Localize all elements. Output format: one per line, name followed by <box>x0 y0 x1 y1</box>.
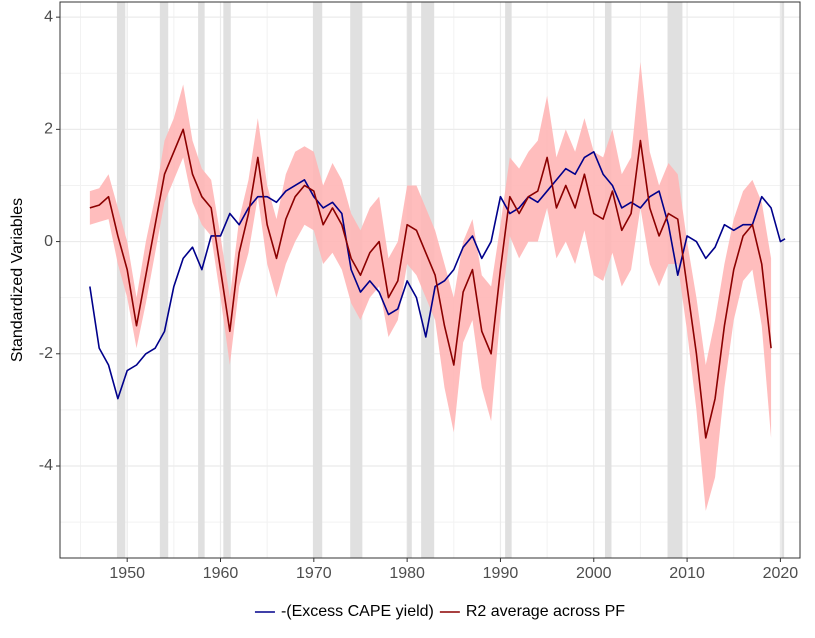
x-tick-label: 2010 <box>669 565 705 582</box>
x-tick-label: 1990 <box>483 565 519 582</box>
series-line <box>89 128 772 439</box>
panel-border <box>59 1 801 559</box>
shaded-period <box>505 2 512 558</box>
shaded-period <box>159 2 169 558</box>
legend-label: -(Excess CAPE yield) <box>281 603 434 620</box>
y-tick-label: -4 <box>39 457 53 474</box>
y-tick-label: 0 <box>44 233 53 250</box>
x-tick-label: 2000 <box>576 565 612 582</box>
shaded-period <box>407 2 412 558</box>
shaded-period <box>781 2 785 558</box>
series-line <box>89 151 786 400</box>
legend-label: R2 average across PF <box>466 603 625 620</box>
shaded-period <box>116 2 126 558</box>
y-axis-label: Standardized Variables <box>9 198 26 362</box>
shaded-period <box>312 2 323 558</box>
y-tick-label: 2 <box>44 121 53 138</box>
shaded-period <box>198 2 205 558</box>
y-tick-label: -2 <box>39 345 53 362</box>
shaded-period <box>667 2 683 558</box>
x-tick-label: 1970 <box>296 565 332 582</box>
x-tick-label: 1960 <box>203 565 239 582</box>
x-tick-label: 2020 <box>763 565 799 582</box>
x-tick-label: 1980 <box>389 565 425 582</box>
shaded-period <box>604 2 612 558</box>
x-tick-label: 1950 <box>109 565 145 582</box>
y-tick-label: 4 <box>44 8 53 25</box>
legend: -(Excess CAPE yield) R2 average across PF <box>254 603 625 620</box>
